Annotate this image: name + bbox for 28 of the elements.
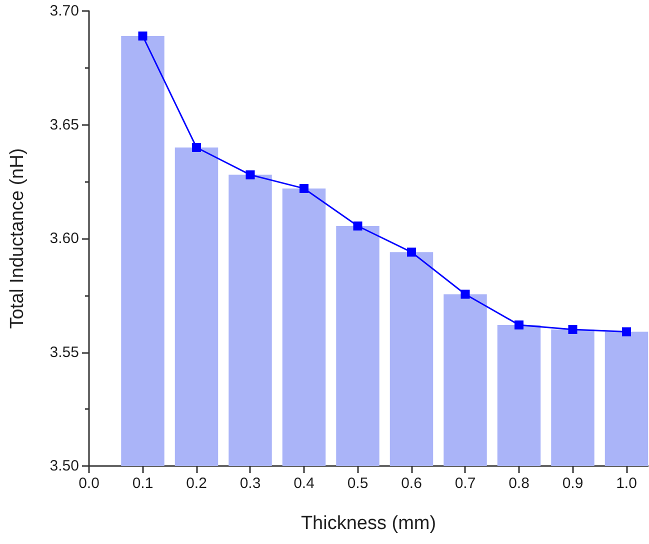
x-axis-title: Thickness (mm) — [300, 513, 436, 534]
point — [192, 143, 201, 152]
y-tick-label: 3.50 — [50, 458, 79, 474]
x-tick-label: 0.2 — [186, 475, 207, 492]
point — [622, 327, 631, 336]
y-tick-label: 3.65 — [50, 116, 79, 134]
x-tick-label: 0.0 — [78, 475, 100, 492]
point — [460, 290, 470, 299]
x-tick-label: 0.5 — [347, 475, 368, 492]
y-axis-title: Total Inductance (nH) — [7, 148, 28, 329]
y-tick-label: 3.70 — [50, 2, 79, 20]
point — [353, 221, 362, 230]
x-tick-label: 0.6 — [401, 475, 422, 492]
point — [407, 248, 416, 257]
x-tick-label: 0.8 — [508, 475, 530, 492]
point — [514, 320, 524, 330]
point — [138, 32, 148, 41]
y-tick-label: 3.60 — [50, 230, 79, 247]
x-tick-label: 0.7 — [454, 475, 476, 492]
point — [300, 184, 308, 193]
point — [568, 325, 578, 334]
y-tick-label: 3.55 — [50, 344, 79, 361]
x-tick-label: 1.0 — [616, 475, 637, 492]
x-tick-label: 0.9 — [562, 475, 584, 492]
x-tick-label: 0.1 — [132, 475, 154, 492]
point — [246, 170, 255, 180]
x-tick-label: 0.3 — [240, 475, 261, 492]
x-tick-label: 0.4 — [294, 475, 314, 492]
